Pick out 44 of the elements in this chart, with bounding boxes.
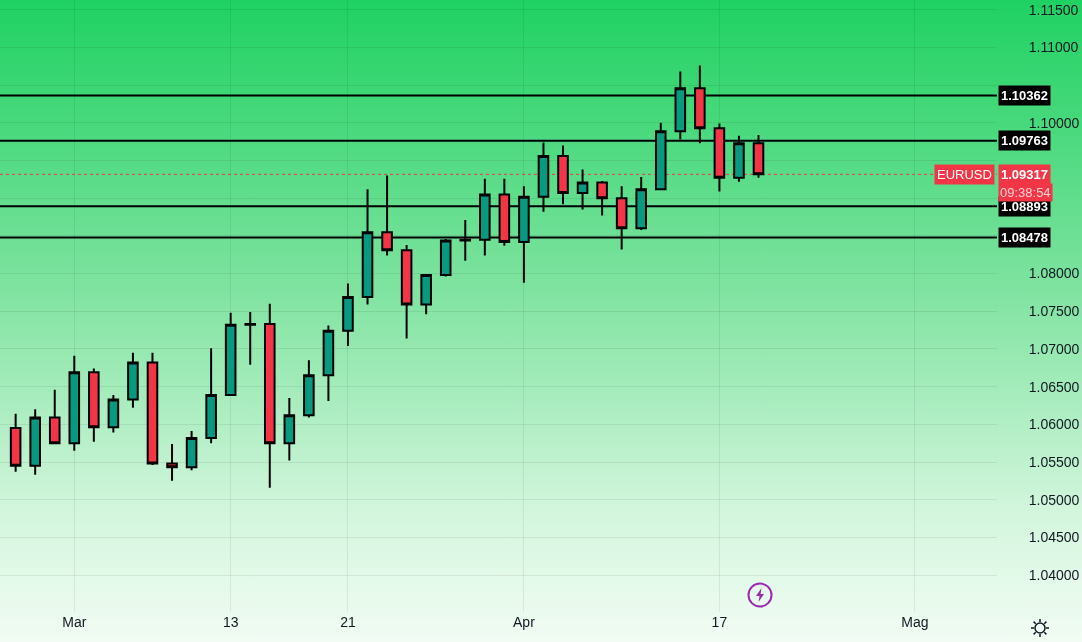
candlestick [420, 273, 432, 316]
candlestick [48, 388, 61, 445]
candlestick [283, 396, 296, 462]
candlestick [342, 282, 354, 347]
y-tick-label: 1.06500 [1028, 378, 1080, 395]
y-tick-label: 1.11000 [1028, 39, 1079, 56]
candlestick [303, 359, 315, 419]
candlestick [127, 351, 139, 409]
ref-line-label: 1.10362 [1001, 88, 1048, 103]
y-tick-label: 1.05000 [1028, 491, 1080, 508]
candlestick [205, 347, 217, 445]
ref-line-label: 1.08893 [1001, 199, 1048, 214]
y-tick-label: 1.07000 [1028, 340, 1080, 357]
x-tick-label: Apr [513, 614, 536, 630]
y-tick-label: 1.04500 [1028, 529, 1080, 546]
y-tick-label: 1.11500 [1028, 1, 1079, 18]
text: 09:38:54 [1000, 185, 1051, 200]
x-tick-label: 13 [222, 614, 239, 630]
y-tick-label: 1.08000 [1028, 265, 1080, 282]
candlestick [400, 243, 413, 340]
candlestick [68, 354, 81, 452]
ref-line-label: 1.08478 [1001, 230, 1048, 245]
ref-line-label: 1.09763 [1001, 133, 1048, 148]
y-tick-label: 1.04000 [1028, 566, 1080, 583]
x-tick-label: 21 [340, 614, 356, 630]
x-tick-label: Mar [62, 614, 87, 630]
candlestick [224, 311, 237, 396]
candlestick [9, 412, 22, 473]
candlestick [88, 367, 100, 443]
candlestick [322, 324, 335, 402]
y-tick-label: 1.05500 [1028, 453, 1080, 470]
y-tick-label: 1.07500 [1028, 303, 1080, 320]
y-tick-label: 1.10000 [1028, 114, 1080, 131]
candlestick [185, 430, 198, 472]
candlestick [146, 351, 159, 467]
x-tick-label: Mag [901, 614, 929, 630]
candlestick [29, 408, 41, 476]
annotation: EURUSD [937, 167, 992, 182]
candlestick [107, 393, 120, 434]
candlestick [166, 442, 178, 482]
ref-line-label: 1.09317 [1001, 167, 1048, 182]
y-tick-label: 1.06000 [1028, 416, 1080, 433]
candlestick [263, 302, 276, 489]
x-tick-label: 17 [711, 614, 728, 630]
